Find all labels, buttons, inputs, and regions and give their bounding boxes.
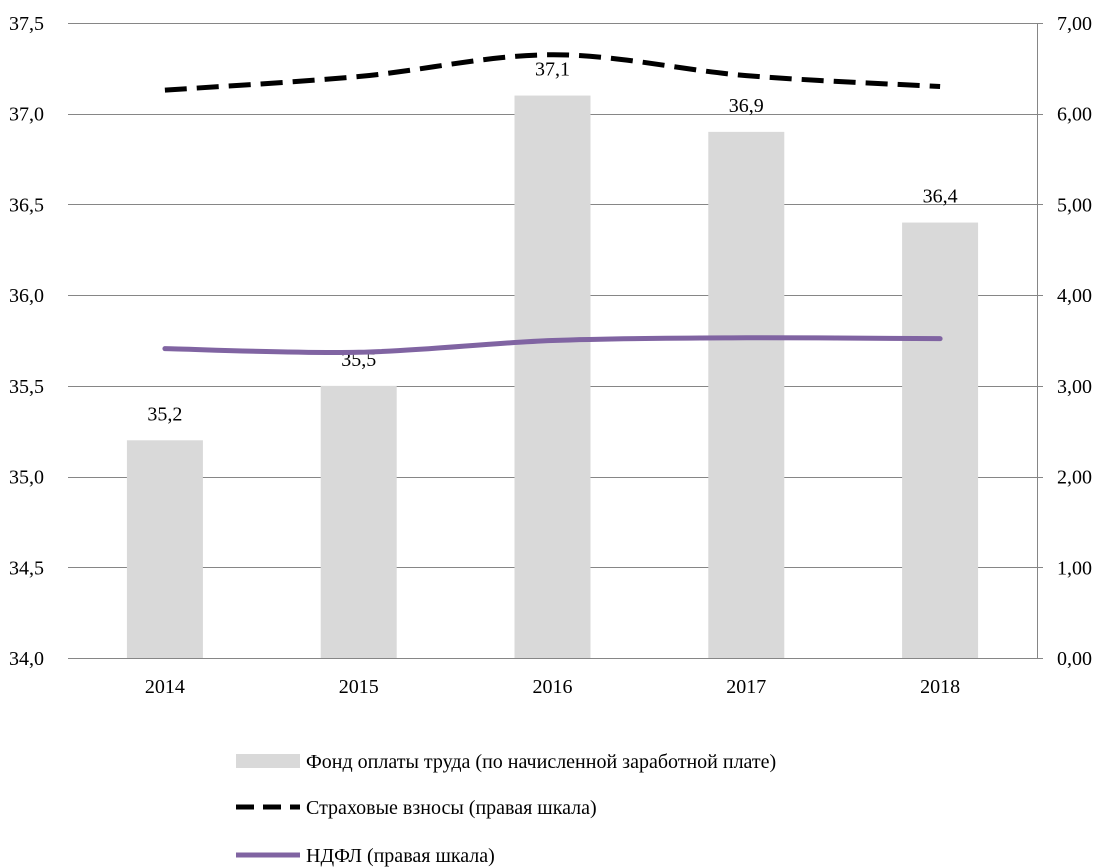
- x-axis-tick-labels: 2014 2015 2016 2017 2018: [145, 676, 960, 698]
- bar-data-label: 37,1: [535, 59, 570, 81]
- line-insurance-contributions: [164, 52, 941, 93]
- left-axis-tick-label: 35,5: [9, 376, 44, 398]
- left-axis-tick-label: 36,0: [9, 285, 44, 307]
- legend-item-payroll: Фонд оплаты труда (по начисленной зарабо…: [236, 751, 776, 773]
- bar-2015: [320, 385, 397, 658]
- left-axis-tick-label: 37,5: [9, 13, 44, 35]
- bar-2014: [126, 440, 203, 658]
- left-axis-tick-label: 34,0: [9, 648, 44, 670]
- bar-data-labels: 35,235,537,136,936,4: [147, 59, 957, 426]
- right-axis-tick-label: 4,00: [1057, 285, 1092, 307]
- right-axis-tick-label: 1,00: [1057, 557, 1092, 579]
- legend: Фонд оплаты труда (по начисленной зарабо…: [236, 751, 776, 867]
- right-axis-tick-labels: 7,00 6,00 5,00 4,00 3,00 2,00 1,00 0,00: [1057, 13, 1092, 670]
- x-axis-tick-label: 2015: [339, 676, 379, 698]
- bar-2017: [708, 131, 785, 658]
- bar-data-label: 36,4: [923, 186, 958, 208]
- x-axis-tick-label: 2017: [726, 676, 766, 698]
- bar-series-payroll: [126, 95, 979, 659]
- left-axis-tick-label: 34,5: [9, 557, 44, 579]
- left-axis-tick-labels: 37,5 37,0 36,5 36,0 35,5 35,0 34,5 34,0: [9, 13, 44, 670]
- legend-swatch-payroll: [236, 754, 300, 768]
- right-axis-tick-label: 6,00: [1057, 104, 1092, 126]
- left-axis-tick-label: 35,0: [9, 467, 44, 489]
- x-axis-tick-label: 2018: [920, 676, 960, 698]
- legend-label-ndfl: НДФЛ (правая шкала): [306, 845, 495, 867]
- x-axis-tick-label: 2016: [533, 676, 573, 698]
- legend-label-insurance: Страховые взносы (правая шкала): [306, 797, 597, 819]
- right-axis-tick-label: 3,00: [1057, 376, 1092, 398]
- legend-label-payroll: Фонд оплаты труда (по начисленной зарабо…: [306, 751, 776, 773]
- left-axis-tick-label: 37,0: [9, 104, 44, 126]
- right-axis-tick-label: 7,00: [1057, 13, 1092, 35]
- bar-data-label: 36,9: [729, 95, 764, 117]
- right-axis-tick-label: 0,00: [1057, 648, 1092, 670]
- left-axis-tick-label: 36,5: [9, 194, 44, 216]
- bar-data-label: 35,2: [147, 403, 182, 425]
- right-axis: [1037, 23, 1043, 659]
- line-ndfl: [162, 335, 943, 356]
- line-series-group: [162, 52, 943, 356]
- right-axis-tick-label: 2,00: [1057, 467, 1092, 489]
- bar-2018: [902, 222, 979, 659]
- legend-item-ndfl: НДФЛ (правая шкала): [236, 845, 495, 867]
- right-axis-tick-label: 5,00: [1057, 194, 1092, 216]
- bar-2016: [514, 95, 591, 659]
- legend-item-insurance: Страховые взносы (правая шкала): [236, 797, 597, 819]
- x-axis-tick-label: 2014: [145, 676, 185, 698]
